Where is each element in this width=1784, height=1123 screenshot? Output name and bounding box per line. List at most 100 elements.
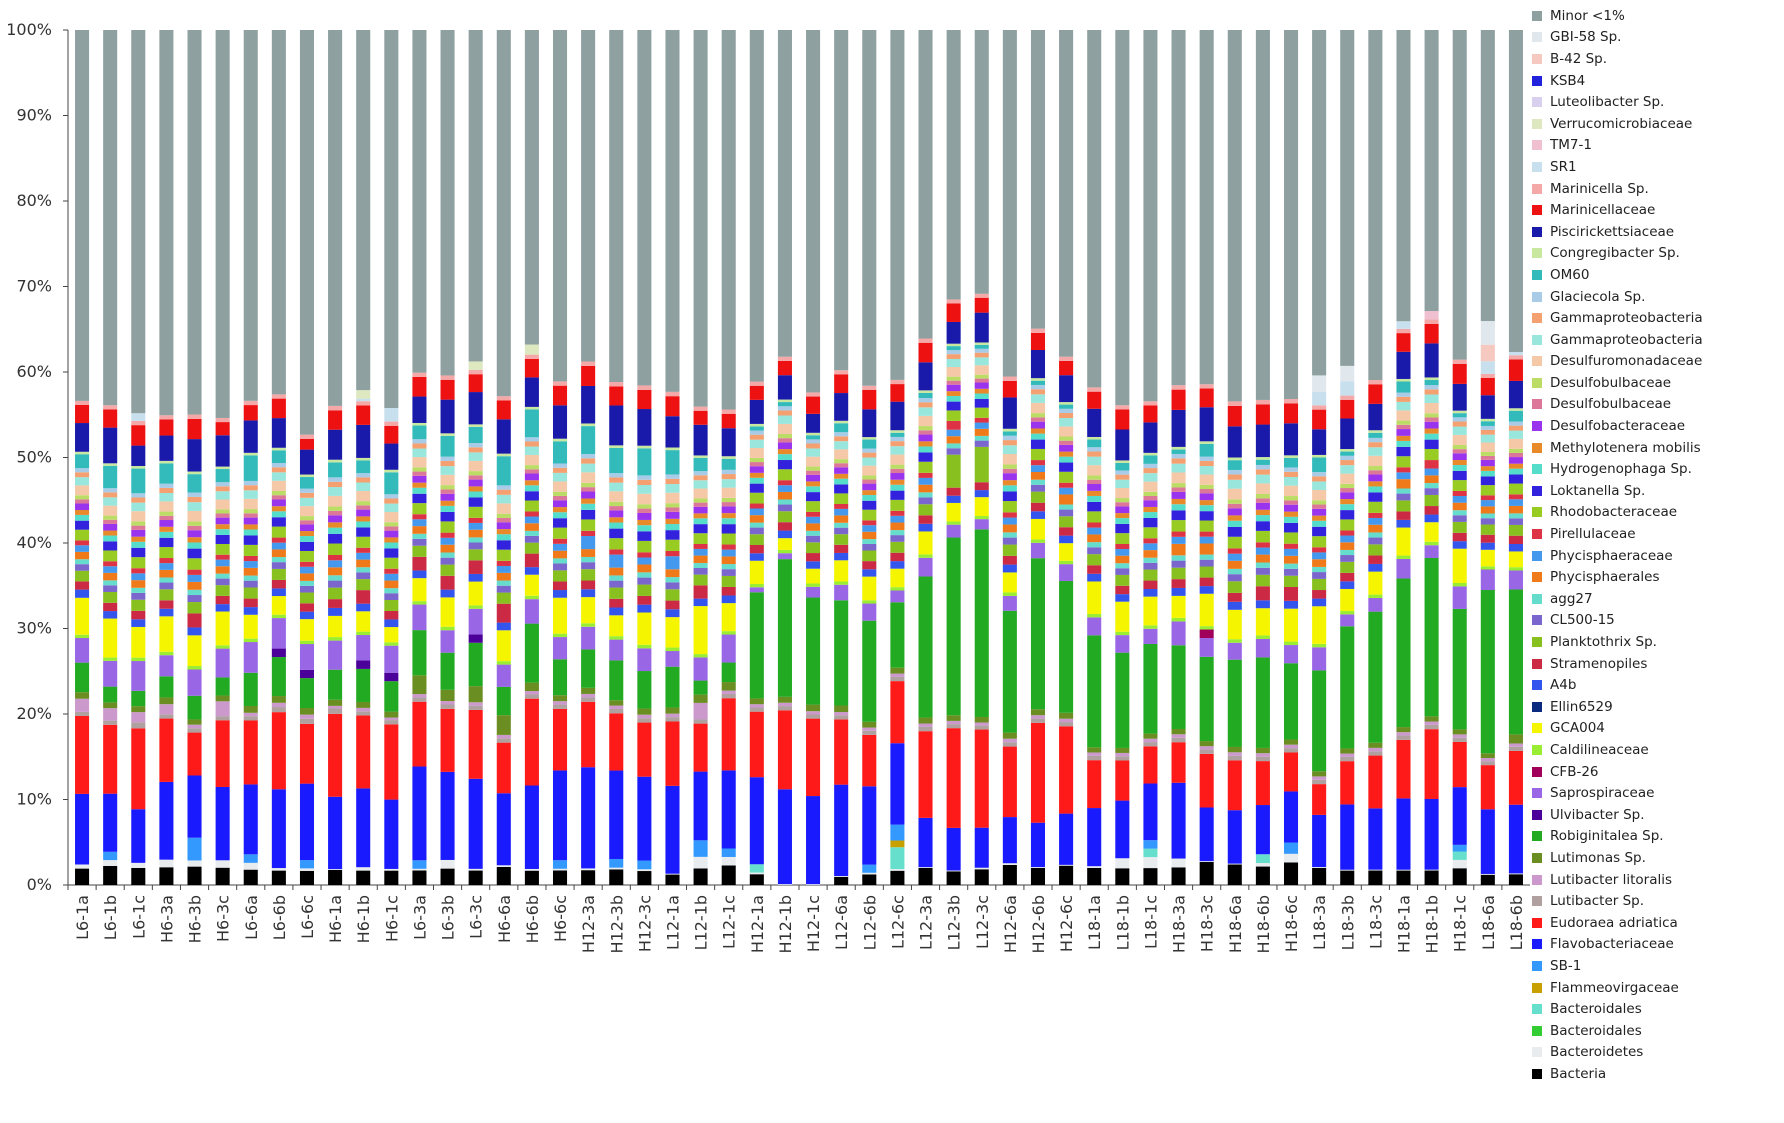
bar-segment: [131, 626, 146, 658]
bar-segment: [918, 430, 933, 435]
bar-segment: [834, 484, 849, 494]
bar-segment: [215, 486, 230, 492]
bar-segment: [1171, 472, 1186, 484]
bar-segment: [1424, 439, 1439, 449]
bar-segment: [1340, 418, 1355, 450]
bar-segment: [75, 503, 90, 511]
bar-segment: [356, 509, 371, 517]
bar-stack: [665, 30, 680, 885]
bar-segment: [299, 603, 315, 612]
bar-stack: [693, 30, 708, 885]
bar-stack: [496, 30, 511, 885]
legend-item: Congregibacter Sp.: [1532, 243, 1782, 265]
legend-swatch: [1532, 1068, 1542, 1079]
bar-segment: [412, 570, 427, 579]
bar-segment: [384, 498, 399, 504]
bar-segment: [440, 460, 455, 467]
bar-segment: [1255, 399, 1270, 405]
bar-segment: [1452, 582, 1467, 587]
bar-segment: [609, 575, 624, 581]
bar-segment: [215, 867, 230, 885]
bar-segment: [834, 432, 849, 437]
bar-segment: [524, 698, 539, 786]
bar-segment: [1283, 744, 1299, 749]
bar-segment: [918, 434, 933, 442]
bar-segment: [665, 551, 680, 557]
bar-segment: [834, 508, 849, 516]
bar-segment: [665, 556, 680, 570]
bar-segment: [665, 518, 680, 525]
bar-segment: [721, 856, 736, 866]
bar-segment: [159, 501, 174, 512]
x-tick-label: H12-6c: [1057, 895, 1076, 952]
y-tick-label: 10%: [16, 790, 52, 809]
bar-segment: [215, 534, 230, 544]
x-tick-label: L18-1a: [1085, 895, 1104, 950]
bar-segment: [243, 513, 258, 518]
bar-segment: [1059, 360, 1074, 376]
bar-segment: [1087, 635, 1102, 748]
bar-segment: [1227, 864, 1242, 885]
bar-segment: [862, 872, 877, 875]
bar-segment: [1312, 429, 1327, 455]
bar-segment: [834, 705, 849, 713]
bar-segment: [1115, 800, 1130, 859]
bar-segment: [215, 509, 230, 514]
bar-segment: [1424, 729, 1439, 799]
legend-item: Gammaproteobacteria: [1532, 307, 1782, 329]
bar-segment: [665, 785, 680, 874]
bar-segment: [637, 445, 652, 449]
legend-swatch: [1532, 701, 1542, 712]
bar-segment: [1171, 555, 1186, 561]
bar-segment: [721, 30, 736, 410]
bar-segment: [1002, 480, 1017, 486]
bar-segment: [496, 585, 511, 593]
bar-segment: [159, 867, 174, 885]
bar-segment: [1227, 536, 1242, 549]
bar-segment: [862, 490, 877, 496]
bar-segment: [1143, 473, 1158, 482]
bar-segment: [1255, 608, 1270, 636]
legend-item: Planktothrix Sp.: [1532, 631, 1782, 653]
bar-segment: [412, 448, 427, 458]
bar-segment: [468, 608, 483, 635]
bar-segment: [271, 517, 286, 527]
bar-segment: [524, 344, 539, 355]
bar-segment: [524, 511, 539, 517]
bar-segment: [1480, 758, 1495, 762]
bar-segment: [356, 527, 371, 537]
bar-segment: [103, 660, 118, 687]
bar-segment: [1171, 510, 1186, 521]
y-tick-label: 70%: [16, 277, 52, 296]
bar-segment: [159, 582, 174, 590]
bar-segment: [243, 642, 258, 673]
bar-segment: [131, 592, 146, 600]
x-tick-label: H12-6b: [1029, 895, 1048, 954]
bar-segment: [1368, 481, 1383, 487]
bar-segment: [412, 578, 427, 602]
bar-segment: [103, 720, 118, 725]
bar-segment: [1255, 547, 1270, 555]
bar-segment: [103, 860, 118, 866]
bar-segment: [131, 706, 146, 713]
bar-segment: [1199, 586, 1214, 594]
legend-label: Glaciecola Sp.: [1550, 288, 1646, 305]
legend-swatch: [1532, 831, 1542, 842]
bar-segment: [918, 484, 933, 493]
bar-segment: [918, 477, 933, 485]
bar-segment: [1227, 401, 1242, 406]
bar-segment: [215, 543, 230, 555]
bar-segment: [1424, 30, 1439, 312]
bar-segment: [637, 595, 652, 605]
bar-segment: [524, 446, 539, 455]
bar-segment: [806, 474, 821, 482]
bar-segment: [299, 573, 315, 581]
bar-segment: [271, 463, 286, 468]
bar-segment: [1424, 389, 1439, 395]
x-tick-label: L6-6c: [298, 895, 317, 939]
bar-segment: [1312, 670, 1327, 772]
bar-segment: [243, 452, 258, 456]
bar-segment: [103, 427, 118, 464]
bar-segment: [440, 544, 455, 553]
bar-segment: [1227, 503, 1242, 509]
